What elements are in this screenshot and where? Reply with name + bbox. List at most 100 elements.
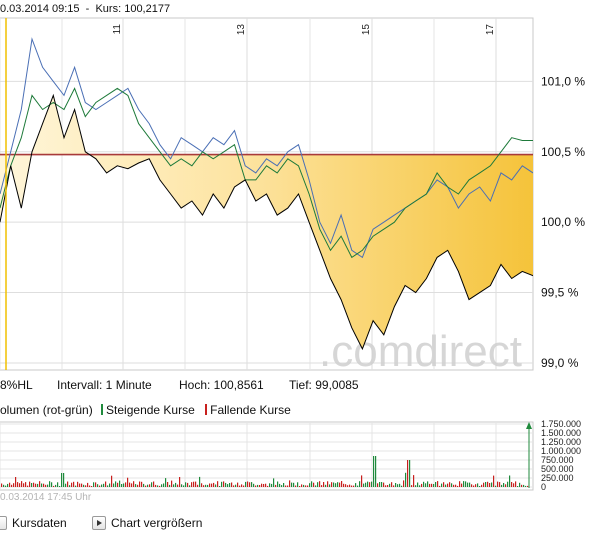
- volume-bar: [187, 482, 189, 487]
- kursdaten-button-box[interactable]: [0, 516, 7, 530]
- volume-bar: [161, 484, 163, 487]
- volume-bar: [27, 485, 29, 487]
- volume-bar: [73, 481, 75, 487]
- volume-bar: [485, 482, 487, 487]
- volume-bar: [121, 484, 123, 487]
- volume-bar: [369, 482, 371, 487]
- volume-bar: [345, 484, 347, 487]
- volume-bar: [399, 483, 401, 487]
- play-icon: [97, 520, 102, 526]
- volume-bar: [515, 481, 517, 487]
- volume-bar: [217, 481, 219, 487]
- volume-bar: [355, 483, 357, 487]
- volume-bar: [131, 483, 133, 487]
- volume-bar: [519, 482, 521, 487]
- volume-bar: [365, 482, 367, 487]
- legend-steigende: Steigende Kurse: [106, 403, 195, 417]
- volume-bar: [509, 475, 511, 487]
- volume-bar: [47, 484, 49, 487]
- volume-tick-label: 1.000.000: [541, 446, 581, 456]
- volume-bar: [211, 483, 213, 487]
- volume-bar: [505, 484, 507, 487]
- x-tick-label: 17: [485, 24, 496, 36]
- volume-bar: [155, 484, 157, 487]
- volume-bar: [225, 482, 227, 487]
- volume-bar: [377, 483, 379, 487]
- volume-plot-area: [0, 421, 534, 491]
- volume-bar: [419, 485, 421, 487]
- volume-bar: [143, 483, 145, 487]
- volume-bar: [129, 482, 131, 487]
- volume-bar: [183, 485, 185, 487]
- volume-bar: [507, 481, 509, 487]
- volume-bar: [449, 482, 451, 487]
- volume-bar: [53, 485, 55, 487]
- volume-bar: [397, 484, 399, 487]
- volume-tick-label: 1.250.000: [541, 437, 581, 447]
- volume-bar: [151, 482, 153, 487]
- volume-bar: [281, 485, 283, 487]
- legend-fallende: Fallende Kurse: [210, 403, 291, 417]
- volume-bar: [107, 485, 109, 487]
- volume-bar: [303, 484, 305, 487]
- volume-bar: [199, 476, 201, 487]
- volume-bar: [361, 475, 363, 487]
- volume-tick-label: 250.000: [541, 473, 574, 483]
- volume-bar: [337, 482, 339, 487]
- volume-bar: [115, 481, 117, 487]
- volume-bar: [113, 483, 115, 487]
- volume-bar: [241, 484, 243, 487]
- volume-tick-label: 750.000: [541, 455, 574, 465]
- info-bar: 8%HL: [0, 378, 33, 392]
- volume-bar: [487, 481, 489, 487]
- volume-bar: [477, 483, 479, 487]
- volume-bar: [263, 484, 265, 487]
- volume-bar: [311, 481, 313, 487]
- volume-bar: [59, 486, 61, 487]
- volume-bar: [195, 481, 197, 487]
- volume-bar: [37, 483, 39, 487]
- volume-bar: [277, 481, 279, 487]
- volume-bar: [465, 481, 467, 487]
- volume-bar: [1, 483, 3, 487]
- volume-bar: [55, 484, 57, 487]
- volume-bar: [95, 482, 97, 487]
- chart-vergroessern-link[interactable]: Chart vergrößern: [111, 516, 203, 530]
- volume-bar: [285, 485, 287, 487]
- volume-tick-label: 0: [541, 482, 546, 492]
- price-area-fill: [0, 95, 533, 349]
- volume-bar: [153, 481, 155, 487]
- volume-bar: [75, 485, 77, 487]
- volume-bar: [481, 484, 483, 487]
- chart-header: 0.03.2014 09:15 - Kurs: 100,2177: [0, 3, 170, 15]
- volume-bar: [307, 485, 309, 487]
- volume-bar: [205, 484, 207, 487]
- volume-bar: [325, 484, 327, 487]
- chart-vergroessern-button[interactable]: [92, 516, 106, 530]
- volume-bar: [231, 482, 233, 487]
- volume-bar: [279, 483, 281, 487]
- volume-bar: [299, 486, 301, 487]
- volume-bar: [99, 485, 101, 487]
- kursdaten-link[interactable]: Kursdaten: [12, 516, 67, 530]
- volume-bar: [453, 484, 455, 487]
- volume-bar: [429, 483, 431, 487]
- volume-bar: [193, 481, 195, 487]
- volume-bar: [371, 481, 373, 487]
- volume-bar: [23, 483, 25, 487]
- volume-bar: [473, 485, 475, 487]
- volume-bar: [491, 482, 493, 487]
- volume-bar: [35, 483, 37, 487]
- volume-bar: [385, 485, 387, 487]
- volume-bar: [323, 482, 325, 487]
- volume-bar: [81, 483, 83, 487]
- legend-down-marker: [205, 404, 208, 415]
- volume-bar: [257, 484, 259, 487]
- info-hoch: Hoch: 100,8561: [179, 378, 264, 392]
- volume-bar: [249, 482, 251, 487]
- volume-bar: [207, 484, 209, 487]
- volume-bar: [335, 483, 337, 487]
- volume-bar: [463, 481, 465, 487]
- volume-bar: [343, 483, 345, 487]
- volume-bar: [373, 456, 375, 487]
